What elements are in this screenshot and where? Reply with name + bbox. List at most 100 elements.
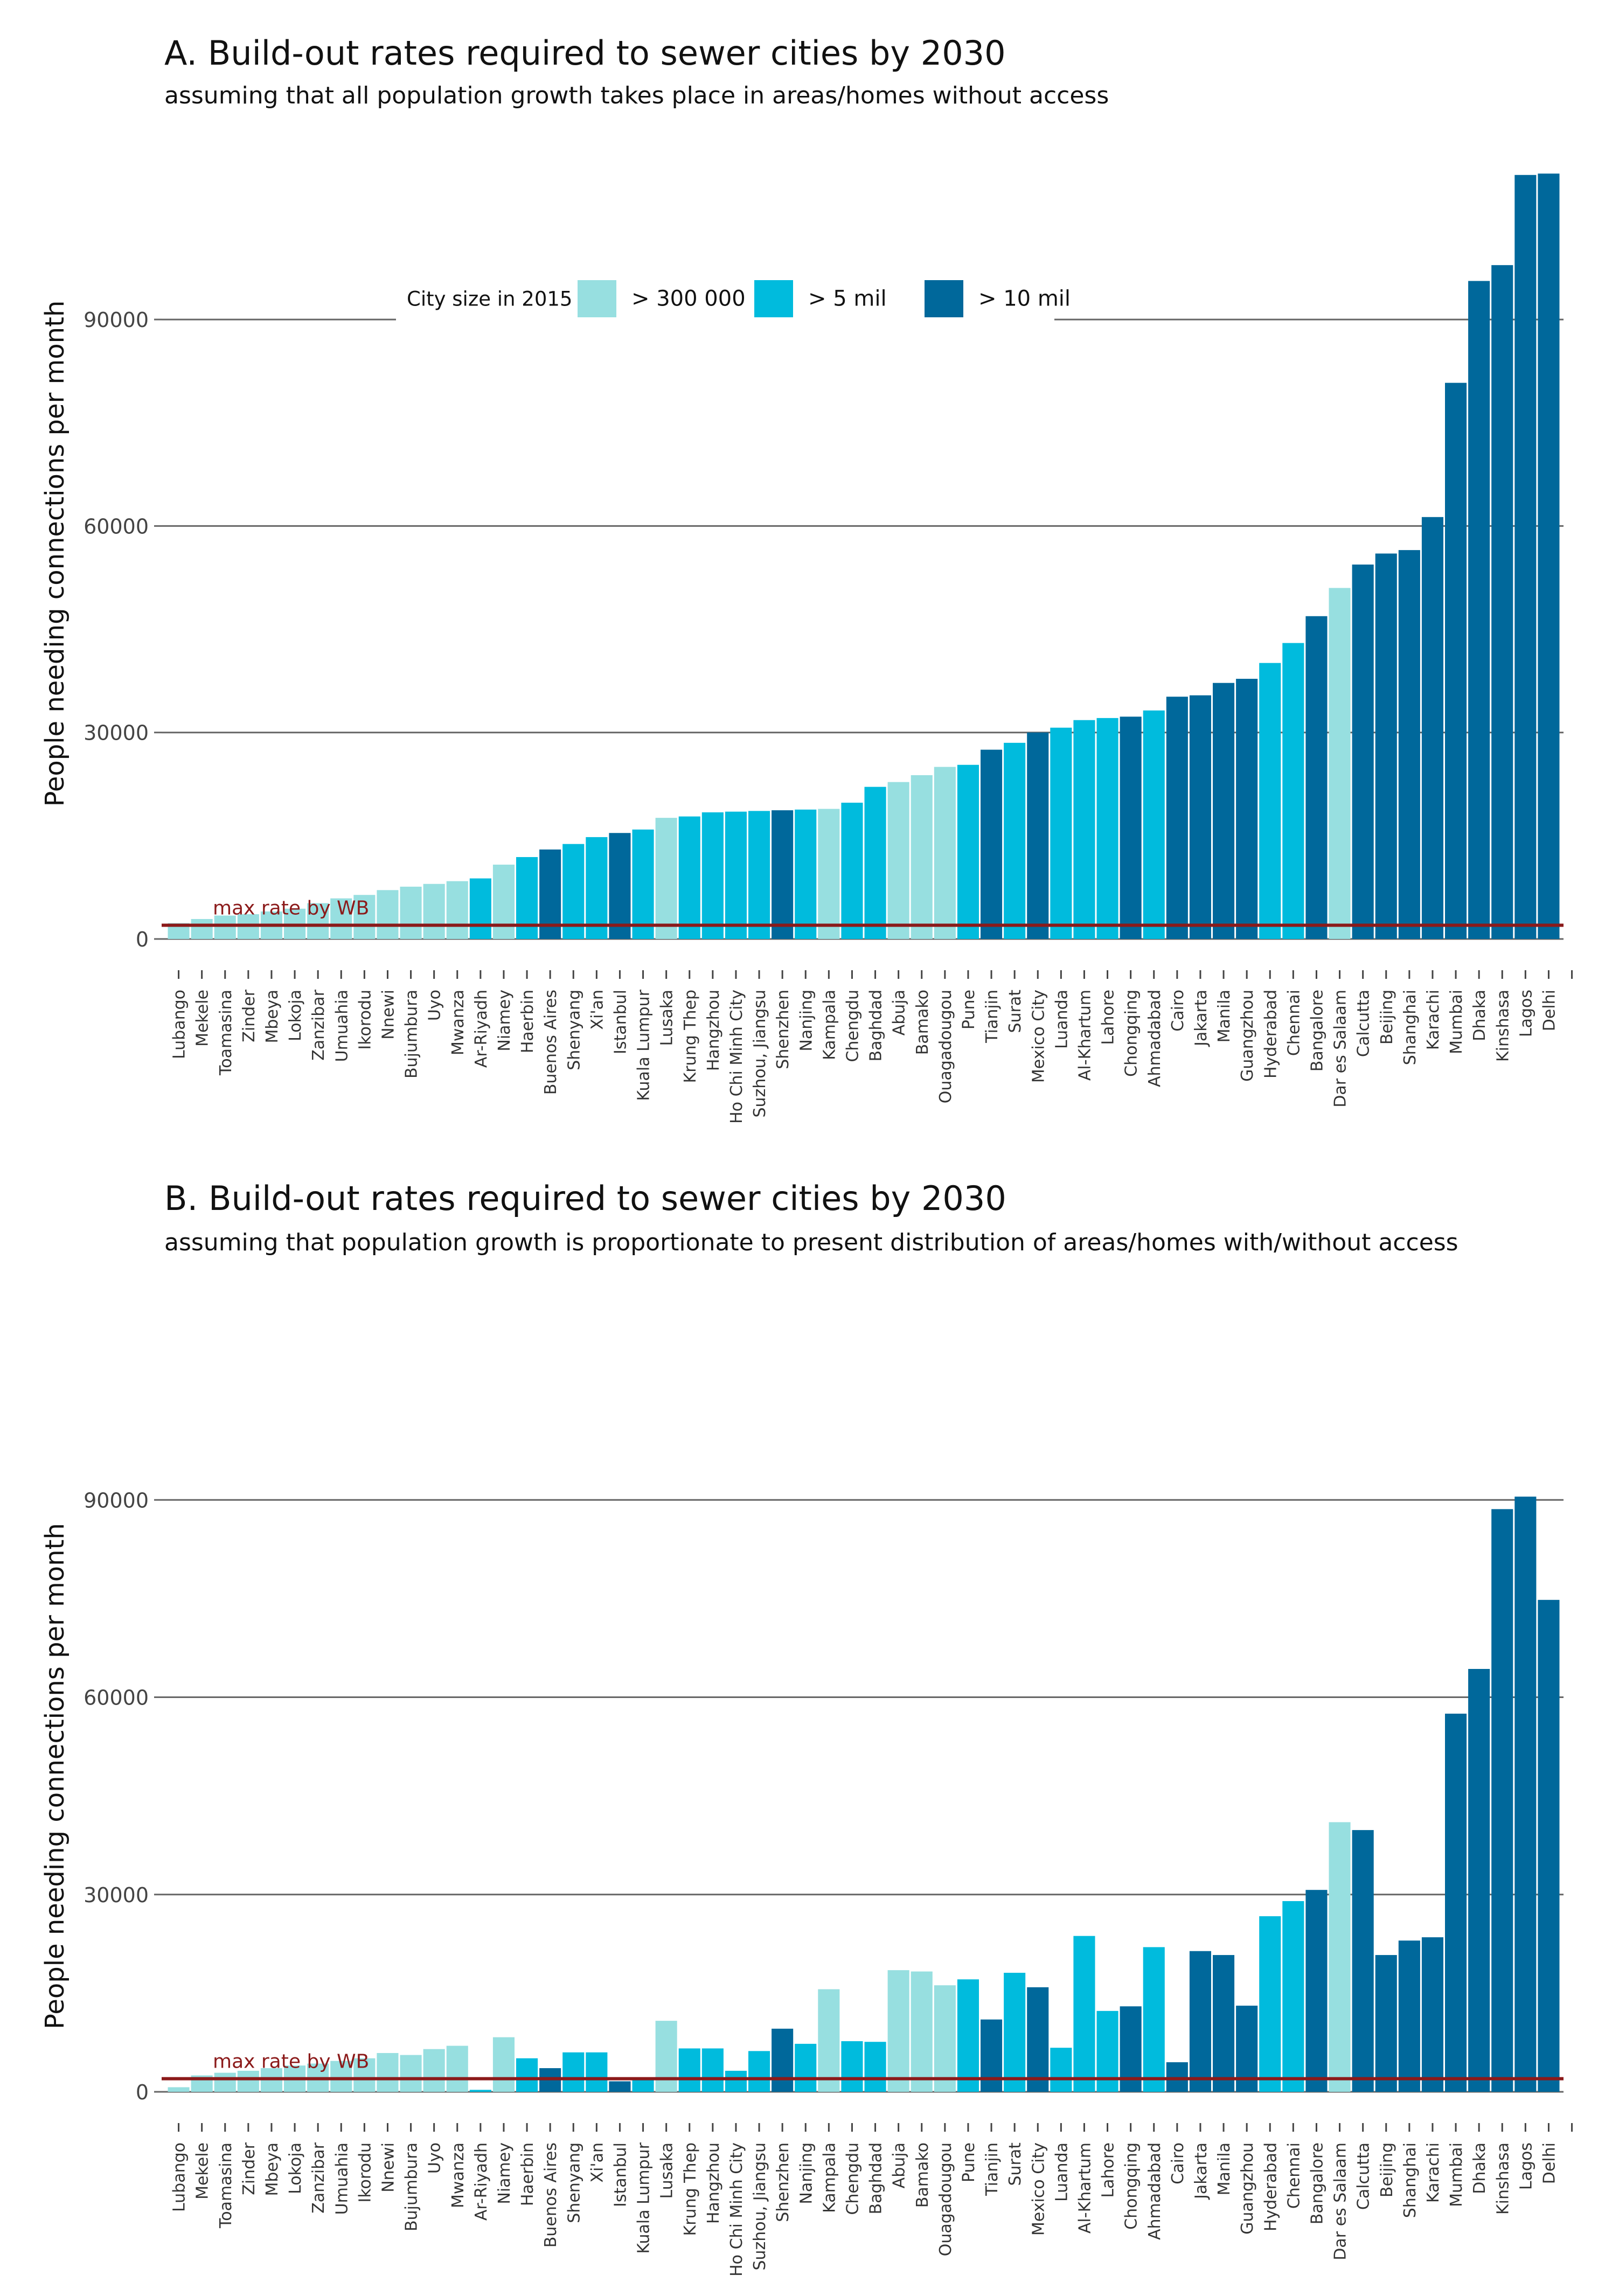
bar (772, 2028, 794, 2092)
x-tick-label: Ar-Riyadh (472, 2142, 491, 2221)
x-tick-label: Abuja (890, 990, 909, 1035)
x-tick-label: Suzhou, Jiangsu (751, 2142, 769, 2271)
bar (1050, 727, 1072, 939)
bar (981, 749, 1003, 939)
x-tick-label: Bujumbura (402, 990, 421, 1079)
x-tick-label: Uyo (426, 990, 444, 1021)
x-tick-label: Chennai (1284, 2142, 1303, 2209)
bar (748, 811, 770, 939)
x-tick-label: Dar es Salaam (1331, 2142, 1350, 2260)
x-tick-label: Kuala Lumpur (635, 2142, 654, 2253)
bar (864, 2042, 886, 2092)
x-tick-label: Mexico City (1029, 990, 1048, 1083)
bar (818, 809, 840, 939)
bar (725, 2070, 747, 2092)
x-tick-label: Krung Thep (681, 2142, 700, 2236)
legend-swatch (754, 280, 793, 317)
bar (725, 811, 747, 939)
chart-title: B. Build-out rates required to sewer cit… (164, 1179, 1006, 1218)
panel-b: B. Build-out rates required to sewer cit… (0, 1148, 1612, 2296)
legend-swatch (925, 280, 963, 317)
bar (818, 1989, 840, 2092)
x-tick-label: Manila (1215, 2142, 1234, 2195)
bar (981, 2019, 1003, 2092)
x-tick-label: Xi'an (588, 990, 607, 1030)
wb-reference-label: max rate by WB (213, 2051, 369, 2073)
bar (1445, 382, 1467, 939)
bar (353, 2058, 376, 2092)
x-tick-label: Pune (960, 2142, 978, 2182)
bar (632, 829, 654, 939)
bar (609, 833, 631, 939)
bar (214, 2072, 236, 2092)
bar (1236, 679, 1258, 939)
bar (1491, 1509, 1513, 2092)
bar (423, 2049, 445, 2092)
x-tick-label: Hyderabad (1261, 2142, 1280, 2231)
x-tick-label: Mwanza (449, 2142, 468, 2208)
x-tick-label: Ahmadabad (1145, 990, 1164, 1087)
x-tick-label: Karachi (1424, 2142, 1443, 2203)
bar (841, 2041, 863, 2092)
bar (400, 2055, 422, 2092)
bar (864, 787, 886, 939)
x-tick-label: Luanda (1052, 2142, 1071, 2202)
x-tick-label: Surat (1006, 2142, 1025, 2186)
x-tick-label: Luanda (1052, 990, 1071, 1049)
bar (748, 2051, 770, 2092)
bar (446, 2045, 468, 2092)
x-tick-label: Toamasina (217, 2142, 235, 2229)
x-tick-label: Calcutta (1354, 990, 1373, 1057)
x-tick-label: Chengdu (843, 990, 862, 1062)
bar (1305, 616, 1328, 939)
y-tick-label: 60000 (84, 514, 149, 538)
x-tick-label: Umuahia (332, 2142, 351, 2215)
bar (1027, 732, 1049, 939)
x-tick-label: Ouagadougou (936, 990, 955, 1103)
bar (957, 764, 979, 939)
y-axis-label: People needing connections per month (40, 1523, 70, 2029)
x-tick-label: Manila (1215, 990, 1234, 1042)
x-tick-label: Kampala (820, 990, 839, 1060)
y-tick-label: 90000 (84, 1488, 149, 1512)
bar (1329, 1822, 1351, 2092)
bar (1143, 710, 1165, 939)
bar (772, 810, 794, 939)
bar (795, 809, 817, 939)
x-tick-label: Tianjin (983, 990, 1002, 1043)
x-tick-label: Bangalore (1308, 990, 1326, 1072)
x-tick-label: Suzhou, Jiangsu (751, 990, 769, 1118)
x-tick-label: Lokoja (286, 990, 305, 1041)
bar (1120, 716, 1142, 939)
bar (377, 890, 399, 939)
bar (330, 898, 352, 939)
bar (400, 886, 422, 939)
x-tick-label: Lagos (1517, 2142, 1535, 2190)
x-tick-label: Abuja (890, 2142, 909, 2188)
x-tick-label: Lahore (1099, 2142, 1118, 2198)
y-tick-label: 0 (136, 928, 149, 951)
bar (1491, 265, 1513, 939)
x-tick-label: Zanzibar (309, 989, 328, 1060)
bar (1421, 517, 1443, 939)
x-tick-label: Krung Thep (681, 990, 700, 1083)
legend-title: City size in 2015 (407, 288, 572, 311)
x-tick-label: Shenzhen (774, 990, 793, 1069)
bar (1468, 1669, 1490, 2092)
bar-chart-a: People needing connections per month 0 300… (40, 173, 1573, 1124)
x-tick-label: Beijing (1378, 990, 1396, 1045)
x-tick-label: Kinshasa (1493, 2142, 1512, 2215)
x-tick-label: Nnewi (379, 2142, 398, 2193)
x-tick-label: Delhi (1540, 2142, 1559, 2184)
bar (1421, 1937, 1443, 2092)
x-tick-label: Shanghai (1401, 990, 1420, 1065)
x-tick-label: Nanjing (797, 990, 816, 1052)
bar (1375, 1955, 1397, 2092)
bar (1538, 173, 1560, 939)
bar (678, 2048, 700, 2092)
x-tick-label: Ouagadougou (936, 2142, 955, 2256)
x-tick-label: Toamasina (217, 990, 235, 1076)
bar (1468, 281, 1490, 939)
x-tick-label: Lagos (1517, 990, 1535, 1037)
bar (1004, 1973, 1026, 2092)
